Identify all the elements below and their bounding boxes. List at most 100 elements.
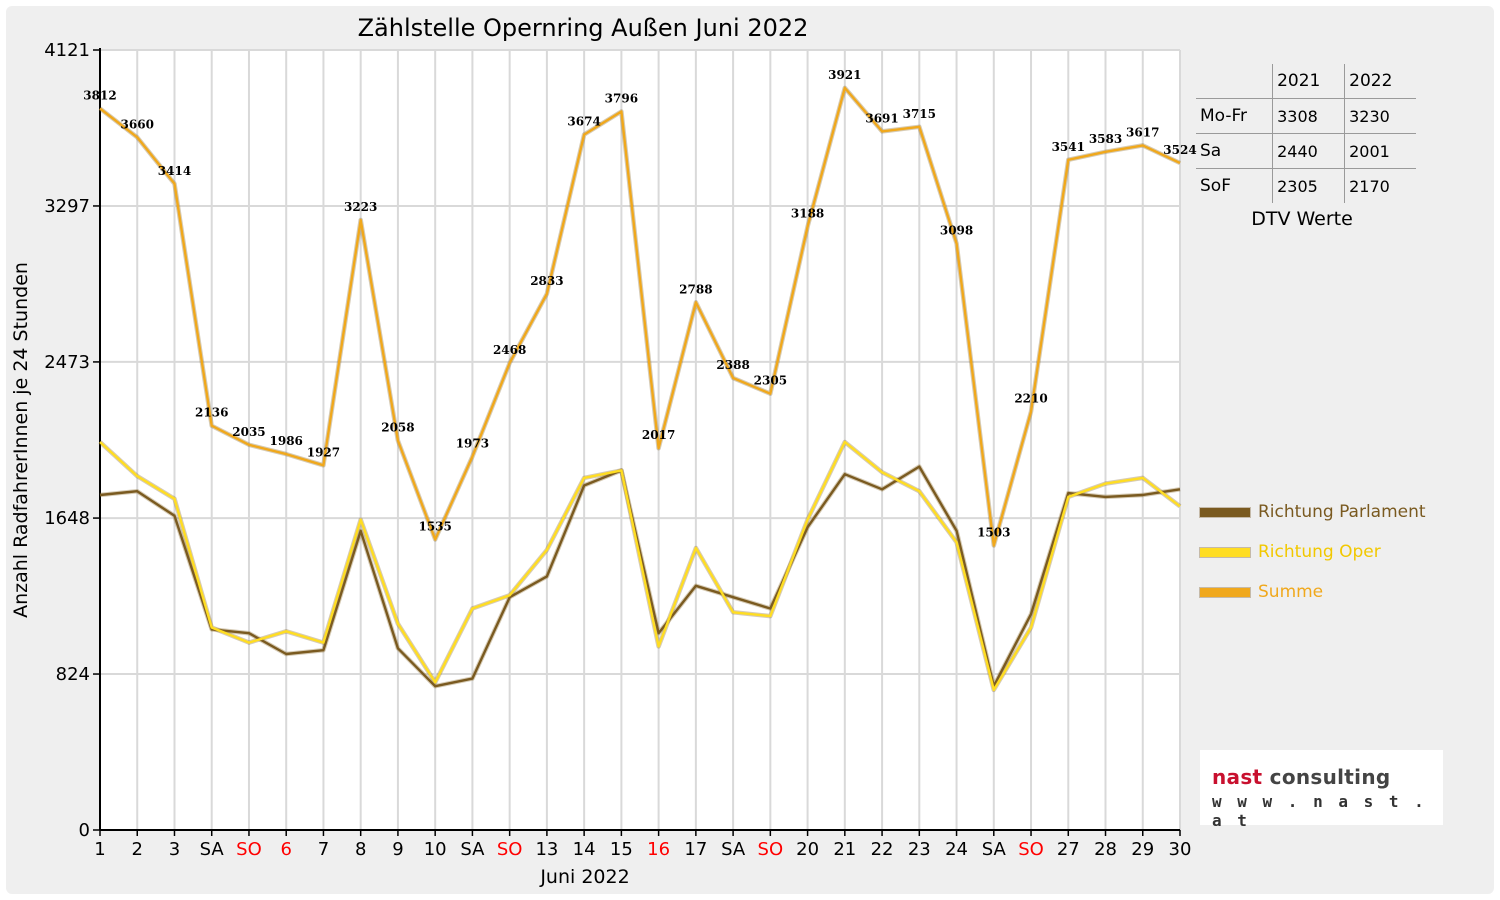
data-label: 3660 <box>121 117 154 131</box>
dtv-corner-cell <box>1196 64 1274 99</box>
x-tick-label: 6 <box>280 839 291 860</box>
x-tick-label: 7 <box>318 839 329 860</box>
x-tick-label: 23 <box>908 839 931 860</box>
x-tick-label: 1 <box>94 839 105 860</box>
x-tick-label: 22 <box>871 839 894 860</box>
data-label: 3674 <box>567 115 600 129</box>
x-tick-label: 13 <box>535 839 558 860</box>
x-tick-label: SA <box>460 839 485 860</box>
dtv-header-row: 2021 2022 <box>1196 64 1416 99</box>
x-tick-label: 10 <box>424 839 447 860</box>
legend-item-oper: Richtung Oper <box>1200 532 1426 572</box>
chart-title: Zählstelle Opernring Außen Juni 2022 <box>358 14 809 42</box>
dtv-row-label: Sa <box>1196 133 1274 169</box>
series-lines <box>98 85 1182 693</box>
dtv-value-2022: 2001 <box>1344 133 1416 169</box>
x-tick-label: 8 <box>355 839 366 860</box>
data-label: 2136 <box>195 406 228 420</box>
data-label: 3223 <box>344 200 377 214</box>
x-tick-label: SA <box>982 839 1007 860</box>
dtv-caption: DTV Werte <box>1251 208 1353 230</box>
data-label: 2035 <box>232 425 265 439</box>
x-tick-label: 14 <box>573 839 596 860</box>
data-label: 3715 <box>903 107 936 121</box>
x-tick-label: 24 <box>945 839 968 860</box>
data-label: 2017 <box>642 428 675 442</box>
data-label: 3921 <box>828 68 861 82</box>
x-tick-label: 28 <box>1094 839 1117 860</box>
y-tick-label: 1648 <box>44 508 90 529</box>
y-tick-label: 4121 <box>44 40 90 61</box>
legend-item-parlament: Richtung Parlament <box>1200 492 1426 532</box>
y-tick-label: 2473 <box>44 352 90 373</box>
dtv-table: 2021 2022 Mo-Fr 3308 3230 Sa 2440 2001 S… <box>1196 64 1416 203</box>
logo-url: w w w . n a s t . a t <box>1212 792 1427 830</box>
data-label: 3617 <box>1126 125 1159 139</box>
logo-brand-part1: nast <box>1212 765 1263 789</box>
legend-label-oper: Richtung Oper <box>1258 542 1381 562</box>
x-tick-label: SO <box>758 839 784 860</box>
data-label: 2788 <box>679 282 712 296</box>
data-label: 3691 <box>865 111 898 125</box>
dtv-value-2021: 3308 <box>1272 98 1346 134</box>
x-tick-label: 21 <box>833 839 856 860</box>
dtv-value-2021: 2440 <box>1272 133 1346 169</box>
legend-label-summe: Summe <box>1258 582 1324 602</box>
data-label: 2058 <box>381 420 414 434</box>
dtv-row-label: SoF <box>1196 168 1274 203</box>
x-tick-label: SA <box>721 839 746 860</box>
data-label: 3583 <box>1089 132 1122 146</box>
dtv-value-2022: 2170 <box>1349 176 1390 196</box>
plot-area <box>100 50 1180 830</box>
data-label: 3524 <box>1163 143 1196 157</box>
legend: Richtung Parlament Richtung Oper Summe <box>1200 492 1426 612</box>
data-label: 1535 <box>418 519 451 533</box>
series-line-summe <box>99 86 1181 547</box>
dtv-value-2021: 2305 <box>1272 168 1346 203</box>
data-label: 2468 <box>493 343 526 357</box>
x-tick-label: 20 <box>796 839 819 860</box>
legend-swatch-oper <box>1200 547 1250 557</box>
dtv-row: Sa 2440 2001 <box>1196 133 1416 169</box>
x-tick-label: SO <box>497 839 523 860</box>
x-tick-label: 2 <box>132 839 143 860</box>
dtv-value-2022: 3230 <box>1344 98 1416 134</box>
data-label: 3188 <box>791 207 824 221</box>
legend-item-summe: Summe <box>1200 572 1426 612</box>
dtv-row: Mo-Fr 3308 3230 <box>1196 98 1416 134</box>
data-label: 2305 <box>754 374 787 388</box>
x-tick-label: 15 <box>610 839 633 860</box>
data-label: 1986 <box>270 434 303 448</box>
data-label: 3098 <box>940 224 973 238</box>
y-tick-label: 3297 <box>44 196 90 217</box>
data-label: 3414 <box>158 164 191 178</box>
data-label: 2833 <box>530 274 563 288</box>
y-axis-label: Anzahl RadfahrerInnen je 24 Stunden <box>10 262 32 618</box>
company-logo: nast consulting w w w . n a s t . a t <box>1200 750 1443 830</box>
y-tick-label: 0 <box>79 820 90 841</box>
data-label: 3812 <box>83 88 116 102</box>
x-tick-label: 30 <box>1169 839 1192 860</box>
x-tick-label: 29 <box>1131 839 1154 860</box>
series-line-oper <box>99 440 1181 692</box>
data-label: 1927 <box>307 445 340 459</box>
logo-brand-part2: consulting <box>1269 765 1391 789</box>
x-tick-label: 16 <box>647 839 670 860</box>
x-tick-label: SA <box>200 839 225 860</box>
x-tick-label: SO <box>1018 839 1044 860</box>
x-tick-label: SO <box>236 839 262 860</box>
data-labels: 3812 3660 3414 2136 2035 1986 1927 3223 2058 1535… <box>83 68 1196 540</box>
x-tick-label: 9 <box>392 839 403 860</box>
data-label: 3796 <box>605 92 638 106</box>
legend-swatch-parlament <box>1200 507 1250 517</box>
series-line-parlament <box>99 465 1181 688</box>
data-label: 1973 <box>456 437 489 451</box>
data-label: 2210 <box>1014 392 1047 406</box>
dtv-row: SoF 2305 2170 <box>1196 168 1416 203</box>
legend-swatch-summe <box>1200 587 1250 597</box>
data-label: 2388 <box>716 358 749 372</box>
x-tick-label: 27 <box>1057 839 1080 860</box>
dtv-year-2021: 2021 <box>1272 64 1346 99</box>
x-axis-label: Juni 2022 <box>539 866 629 888</box>
